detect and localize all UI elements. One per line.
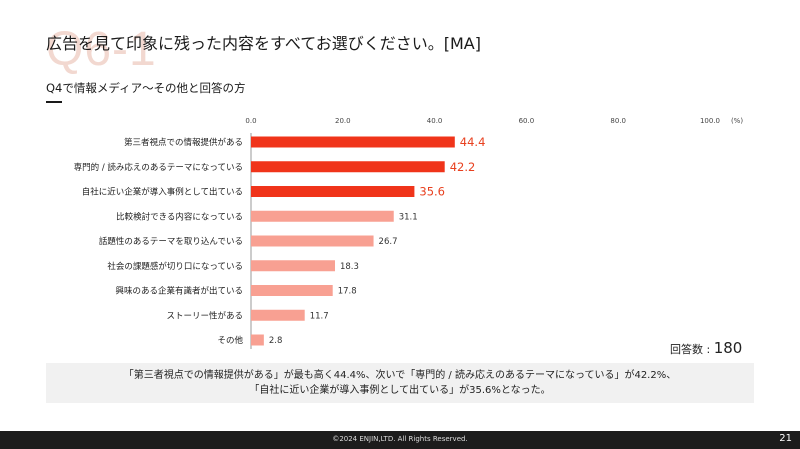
bar-chart: 0.0 20.0 40.0 60.0 80.0 100.0 (%) 第三者視点での情報提供があ… <box>74 117 743 349</box>
bar <box>251 309 305 321</box>
data-label: 11.7 <box>310 311 329 321</box>
x-tick-label: 80.0 <box>610 117 626 125</box>
footer-bar: ©2024 ENJIN,LTD. All Rights Reserved. 21 <box>0 431 800 449</box>
bar <box>251 161 445 173</box>
respondent-count-value: 180 <box>713 339 743 357</box>
bar <box>251 210 394 222</box>
page-number: 21 <box>779 433 792 444</box>
page-title: 広告を見て印象に残った内容をすべてお選びください。[MA] <box>46 34 481 53</box>
data-label: 18.3 <box>340 262 359 272</box>
x-tick-label: 100.0 <box>700 117 720 125</box>
summary-box: 「第三者視点での情報提供がある」が最も高く44.4%、次いで「専門的 / 読み応… <box>46 363 754 403</box>
category-label: その他 <box>217 335 243 346</box>
bar <box>251 260 335 272</box>
category-label: 社会の課題感が切り口になっている <box>107 261 243 272</box>
bar <box>251 186 415 197</box>
data-label: 42.2 <box>450 160 476 174</box>
subtitle-underline <box>46 101 62 103</box>
x-axis-unit-label: (%) <box>731 117 743 125</box>
data-label: 35.6 <box>419 185 445 199</box>
summary-line-2: 「自社に近い企業が導入事例として出ている」が35.6%となった。 <box>249 385 551 396</box>
category-label: 話題性のあるテーマを取り込んでいる <box>99 236 243 247</box>
category-label: 自社に近い企業が導入事例として出ている <box>82 187 243 198</box>
bar <box>251 285 333 296</box>
bar <box>251 235 374 247</box>
x-tick-label: 60.0 <box>519 117 535 125</box>
respondent-count-label: 回答数 : <box>670 343 714 356</box>
data-label: 26.7 <box>379 237 398 247</box>
data-label: 31.1 <box>399 212 418 222</box>
bar <box>251 334 264 346</box>
question-number-watermark: Q6-1 <box>46 23 157 76</box>
category-label: 専門的 / 読み応えのあるテーマになっている <box>74 162 243 173</box>
page-subtitle: Q4で情報メディア〜その他と回答の方 <box>46 81 246 95</box>
copyright-text: ©2024 ENJIN,LTD. All Rights Reserved. <box>332 435 468 443</box>
data-label: 44.4 <box>460 135 486 149</box>
bar <box>251 136 455 148</box>
category-label: ストーリー性がある <box>166 310 243 321</box>
x-tick-label: 20.0 <box>335 117 351 125</box>
data-label: 17.8 <box>338 287 357 297</box>
x-tick-label: 0.0 <box>245 117 256 125</box>
data-label: 2.8 <box>269 336 283 346</box>
category-label: 比較検討できる内容になっている <box>116 211 243 222</box>
category-label: 第三者視点での情報提供がある <box>124 137 243 148</box>
respondent-count: 回答数 : 180 <box>670 339 742 357</box>
category-label: 興味のある企業有識者が出ている <box>115 286 243 297</box>
summary-line-1: 「第三者視点での情報提供がある」が最も高く44.4%、次いで「専門的 / 読み応… <box>123 370 677 381</box>
x-tick-label: 40.0 <box>427 117 443 125</box>
